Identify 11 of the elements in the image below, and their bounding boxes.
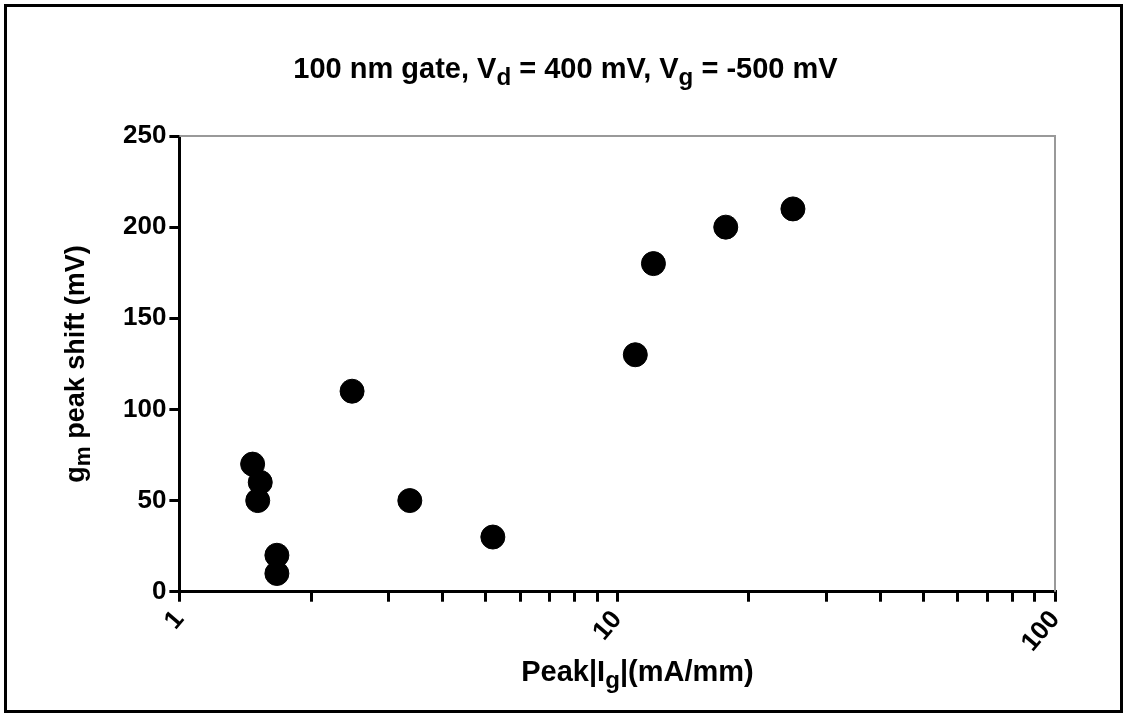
- x-tick-label: 10: [585, 603, 628, 646]
- y-tick-label: 100: [122, 392, 167, 423]
- x-tick-label: 100: [1014, 603, 1066, 657]
- y-tick-label: 150: [122, 301, 167, 332]
- x-axis-title: Peak|I$_{g}$|(mA/mm): [520, 655, 755, 694]
- y-tick-label: 250: [122, 119, 167, 150]
- chart-title: 100 nm gate, V$_{d}$ = 400 mV, V$_{g}$ = -500 mV: [292, 52, 839, 91]
- y-tick-label: 50: [137, 483, 167, 514]
- y-tick-label: 200: [122, 210, 167, 241]
- x-tick-label: 1: [157, 603, 190, 635]
- y-tick-label: 0: [151, 574, 167, 605]
